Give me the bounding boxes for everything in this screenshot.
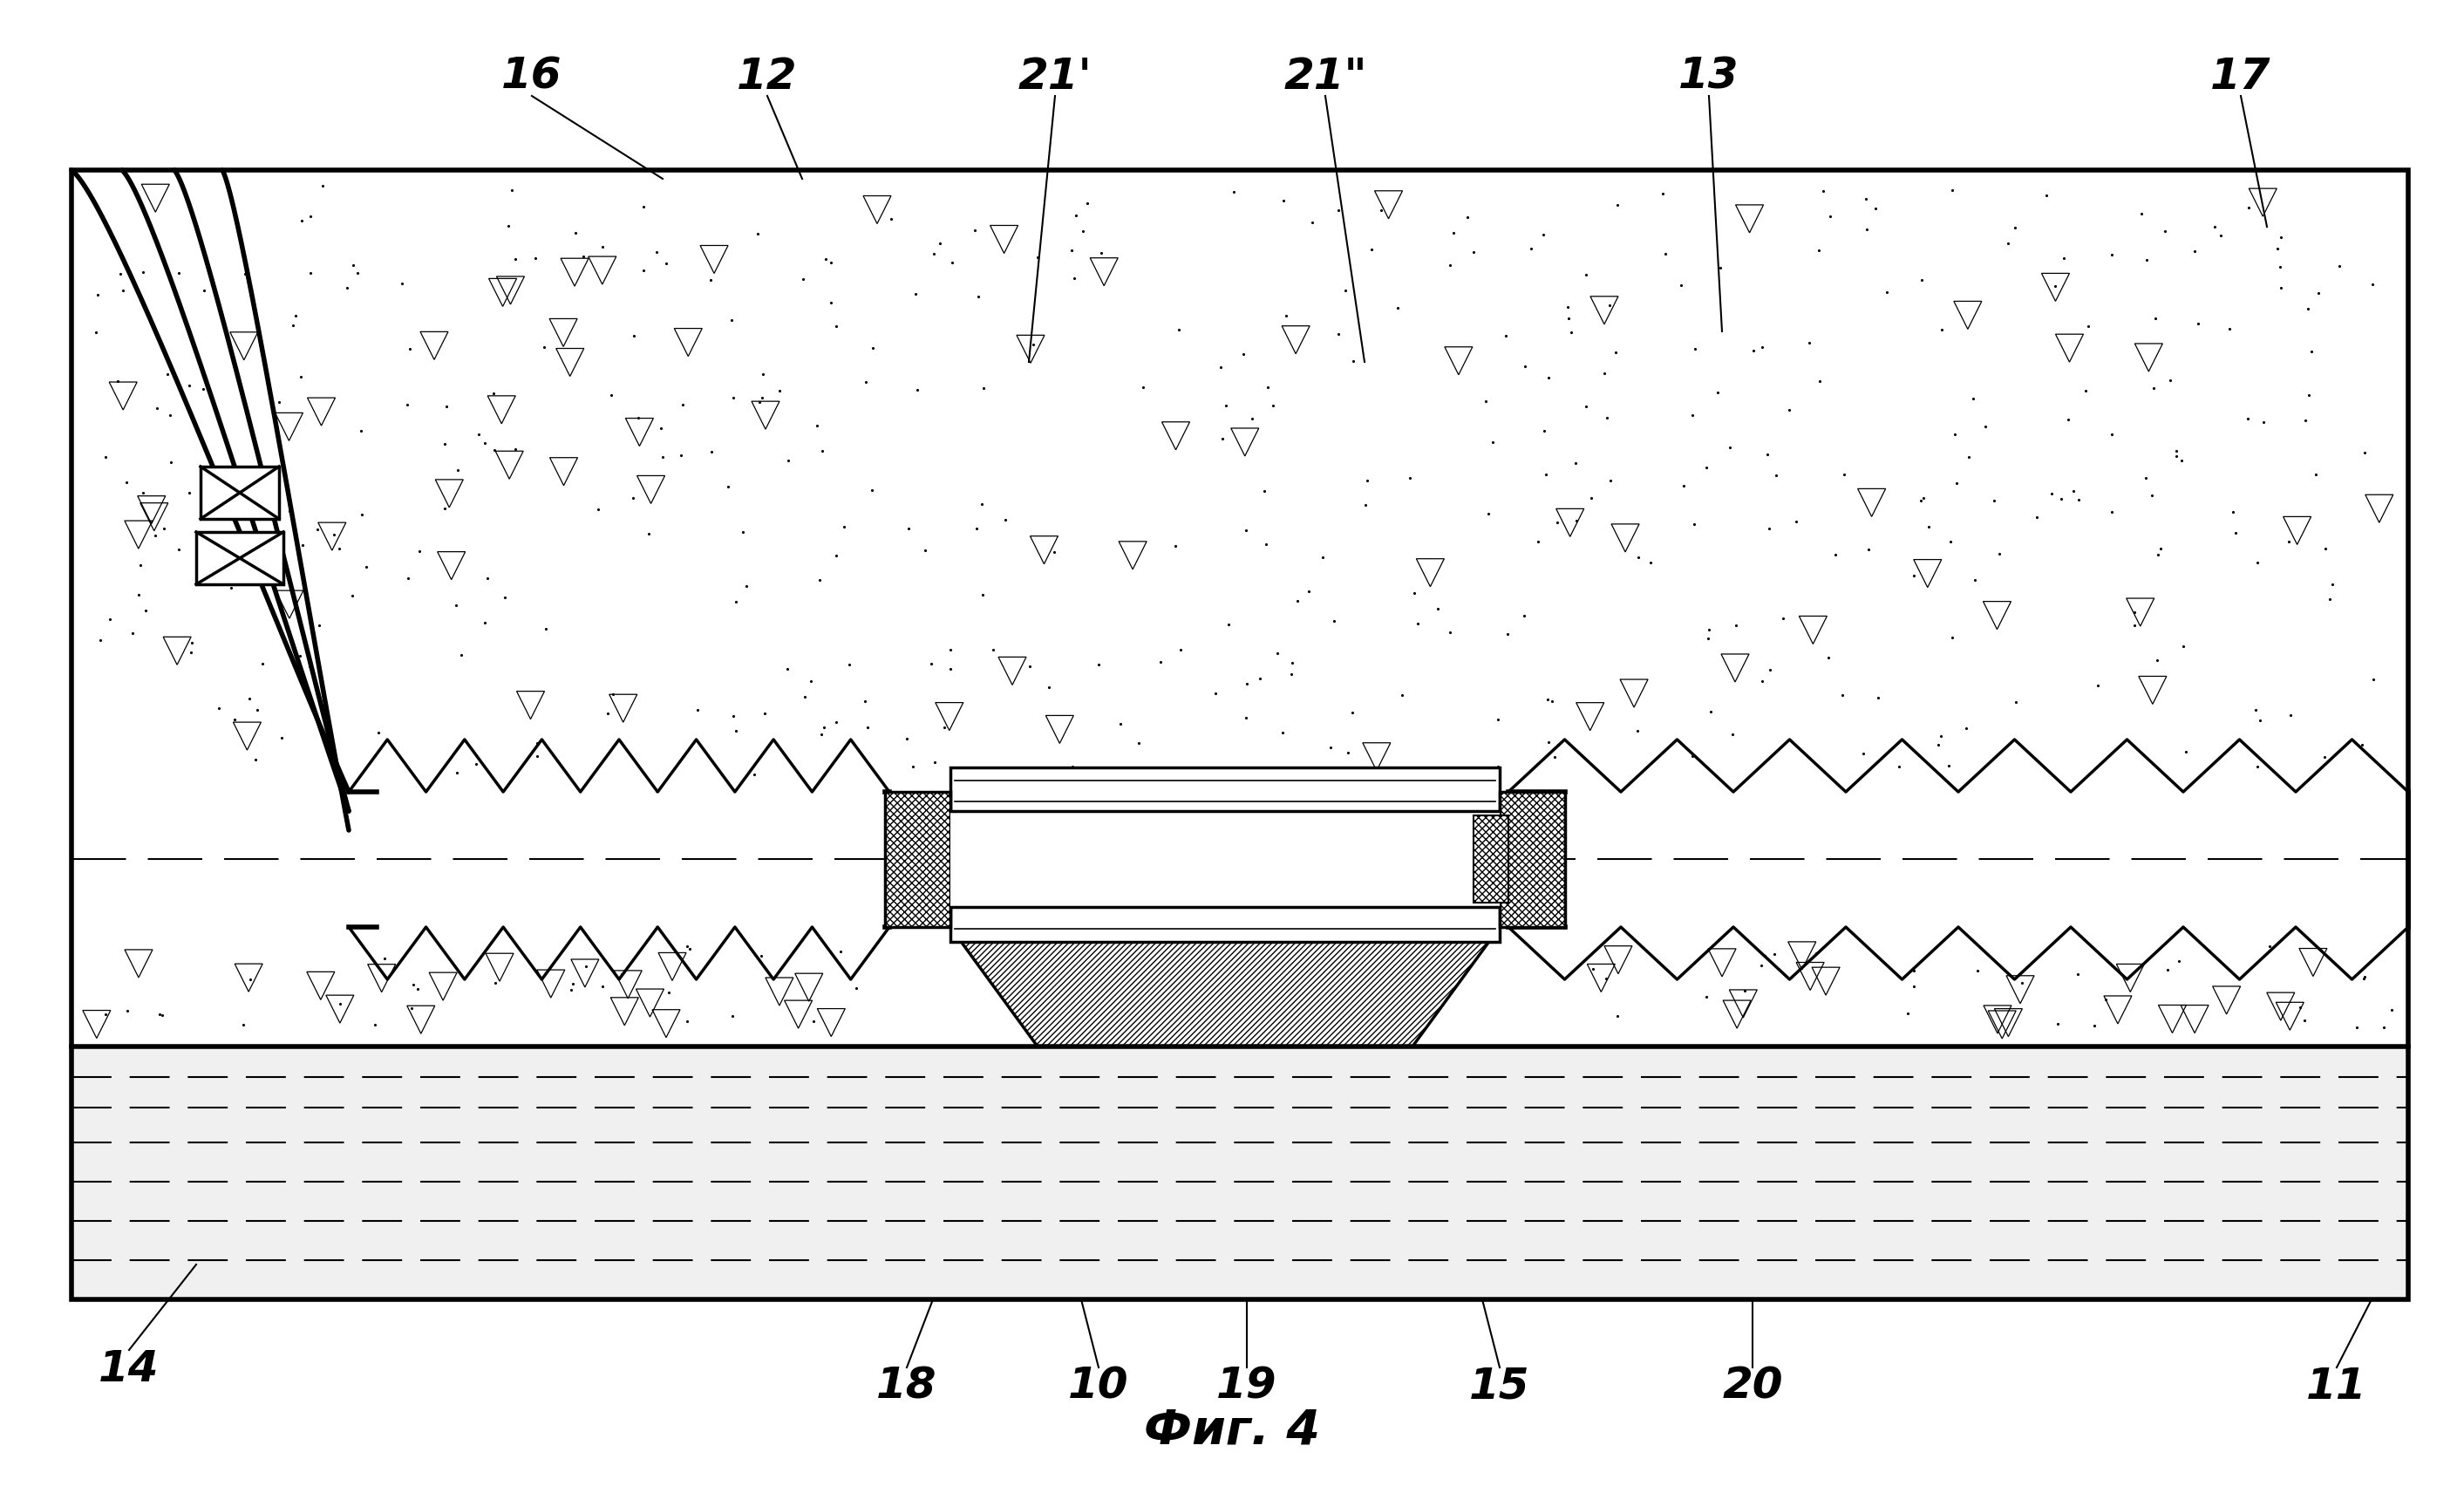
- Polygon shape: [197, 532, 283, 585]
- Bar: [951, 812, 1501, 907]
- Bar: [71, 170, 2407, 1299]
- Bar: [71, 170, 2407, 1299]
- Text: 11: 11: [2306, 1365, 2368, 1407]
- Text: 18: 18: [877, 1365, 936, 1407]
- Text: 20: 20: [1722, 1365, 1784, 1407]
- Text: 12: 12: [737, 55, 798, 98]
- Bar: [71, 1047, 2407, 1299]
- Polygon shape: [951, 927, 1501, 1047]
- Text: 13: 13: [1678, 55, 1740, 98]
- Text: 15: 15: [1469, 1365, 1530, 1407]
- Text: 16: 16: [503, 55, 562, 98]
- Bar: [1473, 816, 1508, 903]
- Bar: [1501, 792, 1565, 927]
- Text: 10: 10: [1069, 1365, 1129, 1407]
- Text: 21': 21': [1018, 55, 1092, 98]
- Polygon shape: [200, 466, 278, 519]
- Text: 21": 21": [1284, 55, 1368, 98]
- Text: 17: 17: [2210, 55, 2272, 98]
- Text: 14: 14: [99, 1348, 160, 1390]
- Text: Фиг. 4: Фиг. 4: [1143, 1407, 1321, 1453]
- Bar: [885, 792, 951, 927]
- Text: 19: 19: [1217, 1365, 1276, 1407]
- Bar: [951, 768, 1501, 942]
